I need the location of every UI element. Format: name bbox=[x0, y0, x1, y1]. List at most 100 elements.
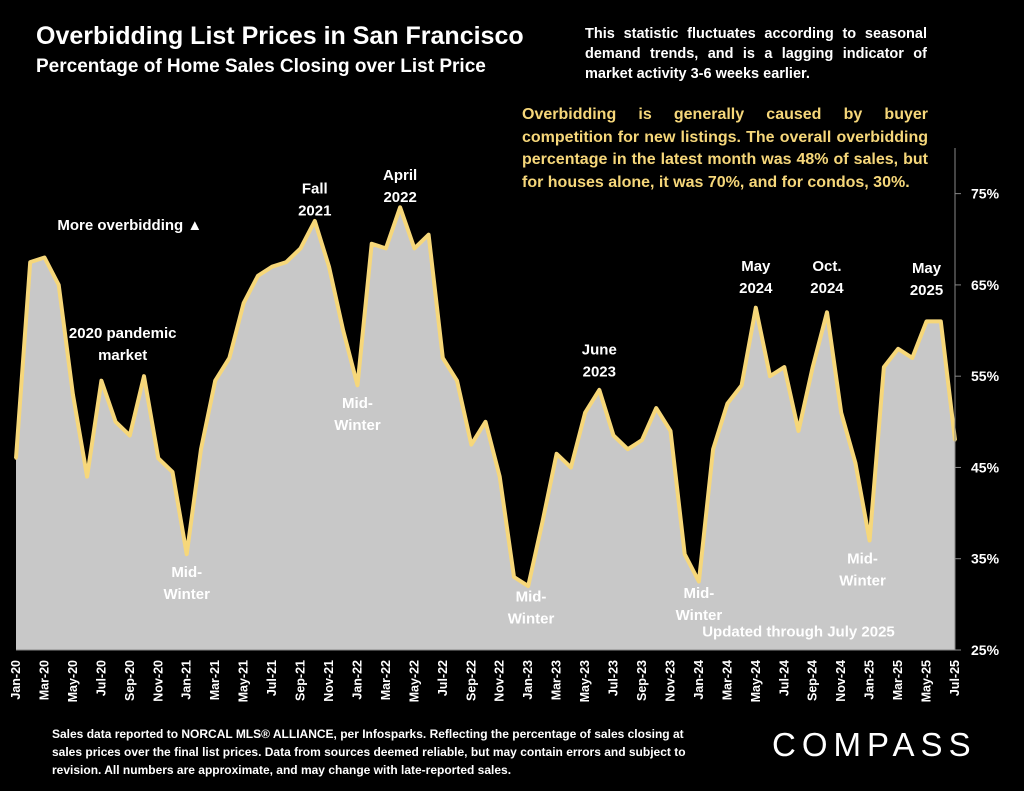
chart-annotation: Winter bbox=[676, 607, 723, 624]
data-point bbox=[540, 520, 544, 524]
x-tick-label: Jul-21 bbox=[265, 660, 279, 696]
data-point bbox=[57, 283, 61, 287]
x-tick-label: Jul-20 bbox=[94, 660, 108, 696]
source-footnote: Sales data reported to NORCAL MLS® ALLIA… bbox=[52, 727, 686, 777]
x-tick-label: Mar-24 bbox=[720, 660, 734, 700]
x-tick-label: May-25 bbox=[920, 660, 934, 702]
data-point bbox=[99, 379, 103, 383]
data-point bbox=[370, 242, 374, 246]
x-tick-label: Sep-22 bbox=[464, 660, 478, 701]
data-point bbox=[868, 539, 872, 542]
chart-annotation: Mid- bbox=[847, 550, 878, 567]
chart-annotation: April bbox=[383, 167, 417, 184]
x-tick-label: Sep-20 bbox=[123, 660, 137, 701]
chart-annotation: 2024 bbox=[739, 280, 773, 297]
data-point bbox=[797, 429, 800, 433]
chart-annotation: May bbox=[741, 258, 771, 275]
chart-annotation: 2022 bbox=[383, 189, 416, 206]
data-point bbox=[199, 447, 203, 451]
data-point bbox=[612, 434, 615, 437]
data-point bbox=[384, 246, 388, 250]
x-tick-label: Jan-23 bbox=[521, 660, 535, 700]
data-point bbox=[156, 456, 160, 460]
data-point bbox=[683, 552, 687, 556]
data-point bbox=[85, 475, 89, 479]
data-point bbox=[128, 434, 132, 437]
data-point bbox=[555, 452, 559, 456]
data-point bbox=[853, 461, 857, 465]
data-point bbox=[910, 356, 914, 360]
x-tick-label: Nov-21 bbox=[322, 660, 336, 702]
chart-annotation: 2025 bbox=[910, 282, 943, 299]
x-tick-label: May-22 bbox=[407, 660, 421, 702]
chart-annotation: 2024 bbox=[810, 280, 844, 297]
x-tick-label: Jan-20 bbox=[9, 660, 23, 700]
x-tick-label: May-21 bbox=[237, 660, 251, 702]
data-point bbox=[896, 347, 900, 351]
data-point bbox=[114, 420, 118, 424]
data-point bbox=[284, 260, 288, 264]
x-tick-label: Mar-22 bbox=[379, 660, 393, 700]
data-point bbox=[839, 411, 843, 415]
data-point bbox=[925, 319, 928, 323]
x-tick-label: Nov-23 bbox=[663, 660, 677, 702]
chart-annotation: June bbox=[582, 341, 617, 358]
y-tick-label: 35% bbox=[971, 551, 1000, 567]
x-tick-label: Jan-22 bbox=[350, 660, 364, 700]
data-point bbox=[299, 246, 302, 250]
chart-annotation: Mid- bbox=[171, 564, 202, 581]
chart-annotation: Oct. bbox=[812, 258, 841, 275]
x-tick-label: Jul-24 bbox=[777, 660, 791, 696]
data-point bbox=[71, 392, 75, 396]
data-point bbox=[740, 383, 744, 387]
data-point bbox=[313, 219, 317, 223]
data-point bbox=[484, 420, 487, 424]
data-point bbox=[754, 306, 758, 310]
x-tick-label: Sep-21 bbox=[294, 660, 308, 701]
data-point bbox=[626, 447, 630, 451]
x-tick-label: Nov-24 bbox=[834, 660, 848, 702]
x-tick-label: Jul-25 bbox=[948, 660, 962, 696]
data-point bbox=[768, 374, 772, 378]
chart-subtitle: Percentage of Home Sales Closing over Li… bbox=[36, 56, 486, 77]
data-point bbox=[213, 379, 217, 383]
seasonal-note: This statistic fluctuates according to s… bbox=[585, 26, 927, 82]
data-point bbox=[825, 310, 829, 314]
data-point bbox=[811, 365, 815, 369]
data-point bbox=[498, 475, 502, 479]
chart-annotation: Fall bbox=[302, 181, 328, 198]
data-point bbox=[171, 470, 174, 474]
data-point bbox=[526, 584, 530, 588]
chart-annotation: Winter bbox=[163, 586, 210, 603]
y-tick-label: 75% bbox=[971, 186, 1000, 202]
chart-annotation: Mid- bbox=[516, 589, 547, 606]
data-point bbox=[569, 466, 573, 469]
data-point bbox=[412, 246, 416, 250]
x-tick-label: Mar-20 bbox=[37, 660, 51, 700]
chart-annotation: Mid- bbox=[342, 395, 373, 412]
chart-annotation: Mid- bbox=[683, 585, 714, 602]
data-point bbox=[512, 575, 516, 579]
y-tick-label: 25% bbox=[971, 642, 1000, 658]
data-point bbox=[654, 406, 658, 410]
x-tick-label: Sep-23 bbox=[635, 660, 649, 701]
chart-area: 25% 35% 45% 55% 65% 75% Jan-20 Mar-20 May-20 Jul-… bbox=[9, 148, 1000, 702]
compass-logo: COMPASS bbox=[772, 726, 977, 763]
data-point bbox=[427, 233, 431, 237]
chart-title: Overbidding List Prices in San Francisco bbox=[36, 22, 524, 50]
data-point bbox=[697, 580, 701, 583]
data-point bbox=[640, 438, 644, 442]
data-point bbox=[43, 256, 46, 259]
chart-annotation: Winter bbox=[334, 417, 381, 434]
x-tick-label: Mar-23 bbox=[550, 660, 564, 700]
x-tick-label: Jan-24 bbox=[692, 660, 706, 700]
data-point bbox=[270, 265, 274, 269]
data-point bbox=[939, 319, 943, 323]
y-tick-label: 45% bbox=[971, 459, 1000, 475]
chart-annotation: 2021 bbox=[298, 203, 331, 220]
x-tick-label: Jan-25 bbox=[863, 660, 877, 700]
data-point bbox=[882, 365, 886, 369]
data-point bbox=[597, 388, 601, 392]
chart-annotation: More overbidding ▲ bbox=[57, 217, 202, 234]
data-point bbox=[227, 356, 231, 360]
